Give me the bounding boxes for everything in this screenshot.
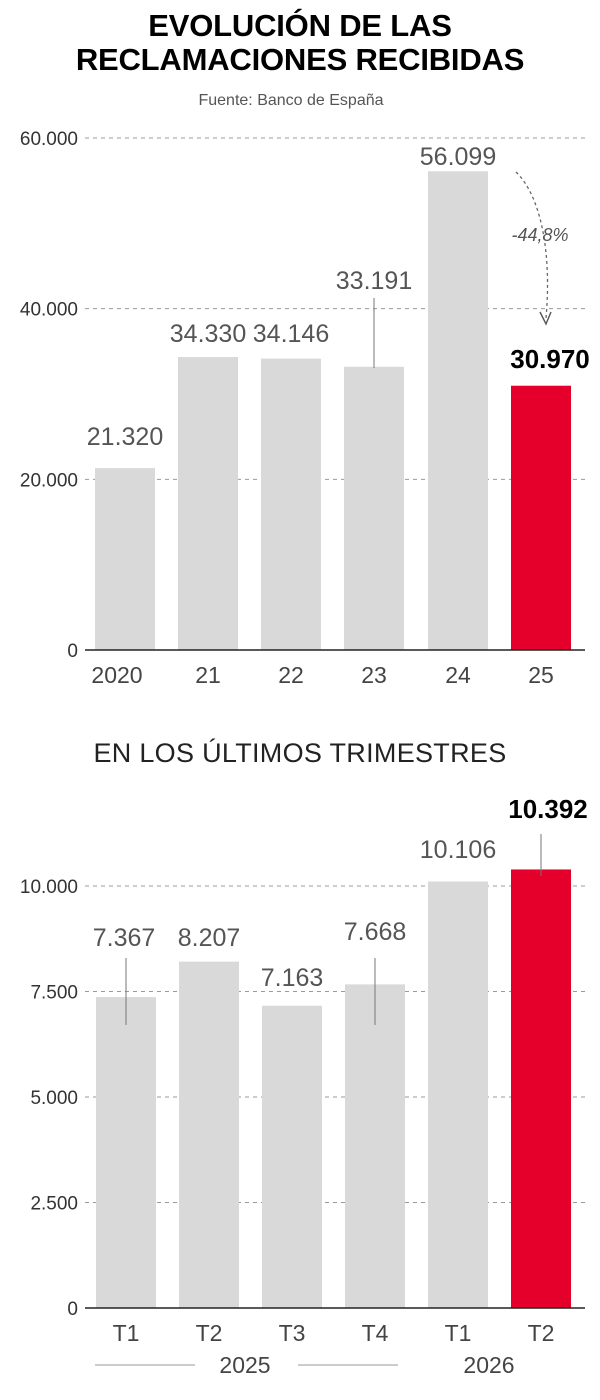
year-label: 2025 bbox=[219, 1352, 270, 1378]
data-label: 7.367 bbox=[93, 924, 156, 952]
annual-claims-chart: 0 20.000 40.000 60.000 21.320 34.330 34.14633.… bbox=[20, 129, 590, 688]
data-label: 34.146 bbox=[253, 320, 329, 348]
x-tick-label: 22 bbox=[278, 662, 304, 688]
y-tick-label: 60.000 bbox=[20, 129, 78, 150]
bar-highlight bbox=[511, 385, 571, 650]
chart-title-line-1: EVOLUCIÓN DE LAS bbox=[148, 8, 452, 43]
y-tick-label: 10.000 bbox=[20, 877, 78, 898]
y-tick-label: 2.500 bbox=[30, 1194, 78, 1215]
data-label: 7.668 bbox=[344, 918, 407, 946]
data-label: 10.106 bbox=[420, 836, 496, 864]
bar bbox=[428, 171, 488, 651]
y-tick-label: 7.500 bbox=[30, 983, 78, 1004]
change-arrow bbox=[515, 171, 549, 319]
data-label: 56.099 bbox=[420, 143, 496, 171]
x-tick-label: T1 bbox=[113, 1320, 140, 1346]
bar bbox=[262, 1005, 322, 1308]
y-tick-label: 40.000 bbox=[20, 300, 78, 321]
y-tick-label: 0 bbox=[67, 641, 78, 662]
bar-highlight bbox=[511, 869, 571, 1308]
chart-subtitle: EN LOS ÚLTIMOS TRIMESTRES bbox=[93, 738, 507, 768]
x-tick-label: T1 bbox=[445, 1320, 472, 1346]
x-tick-label: 25 bbox=[528, 662, 554, 688]
x-tick-label: 24 bbox=[445, 662, 471, 688]
bar bbox=[261, 358, 321, 650]
change-annotation: -44,8% bbox=[511, 225, 568, 245]
x-tick-label: T2 bbox=[196, 1320, 223, 1346]
bar bbox=[178, 357, 238, 650]
source-note: Fuente: Banco de España bbox=[198, 92, 384, 109]
bar bbox=[345, 984, 405, 1308]
x-tick-label: 21 bbox=[195, 662, 221, 688]
x-tick-label: T4 bbox=[362, 1320, 389, 1346]
y-tick-label: 5.000 bbox=[30, 1088, 78, 1109]
x-tick-label: T2 bbox=[528, 1320, 555, 1346]
x-tick-label: 23 bbox=[361, 662, 387, 688]
data-label: 8.207 bbox=[178, 924, 241, 952]
data-label: 10.392 bbox=[508, 794, 588, 824]
bar bbox=[344, 366, 404, 650]
y-tick-label: 0 bbox=[67, 1299, 78, 1320]
bar bbox=[428, 881, 488, 1308]
chart-title-line-2: RECLAMACIONES RECIBIDAS bbox=[75, 42, 525, 77]
bar bbox=[179, 961, 239, 1308]
bar bbox=[95, 468, 155, 650]
data-label: 33.191 bbox=[336, 267, 412, 295]
x-tick-label: 2020 bbox=[91, 662, 142, 688]
x-tick-label: T3 bbox=[279, 1320, 306, 1346]
year-label: 2026 bbox=[463, 1352, 514, 1378]
y-tick-label: 20.000 bbox=[20, 470, 78, 491]
data-label: 30.970 bbox=[510, 344, 590, 374]
data-label: 21.320 bbox=[87, 423, 163, 451]
change-arrowhead bbox=[539, 311, 552, 326]
bar bbox=[96, 997, 156, 1308]
data-label: 34.330 bbox=[170, 320, 246, 348]
data-label: 7.163 bbox=[261, 964, 324, 992]
